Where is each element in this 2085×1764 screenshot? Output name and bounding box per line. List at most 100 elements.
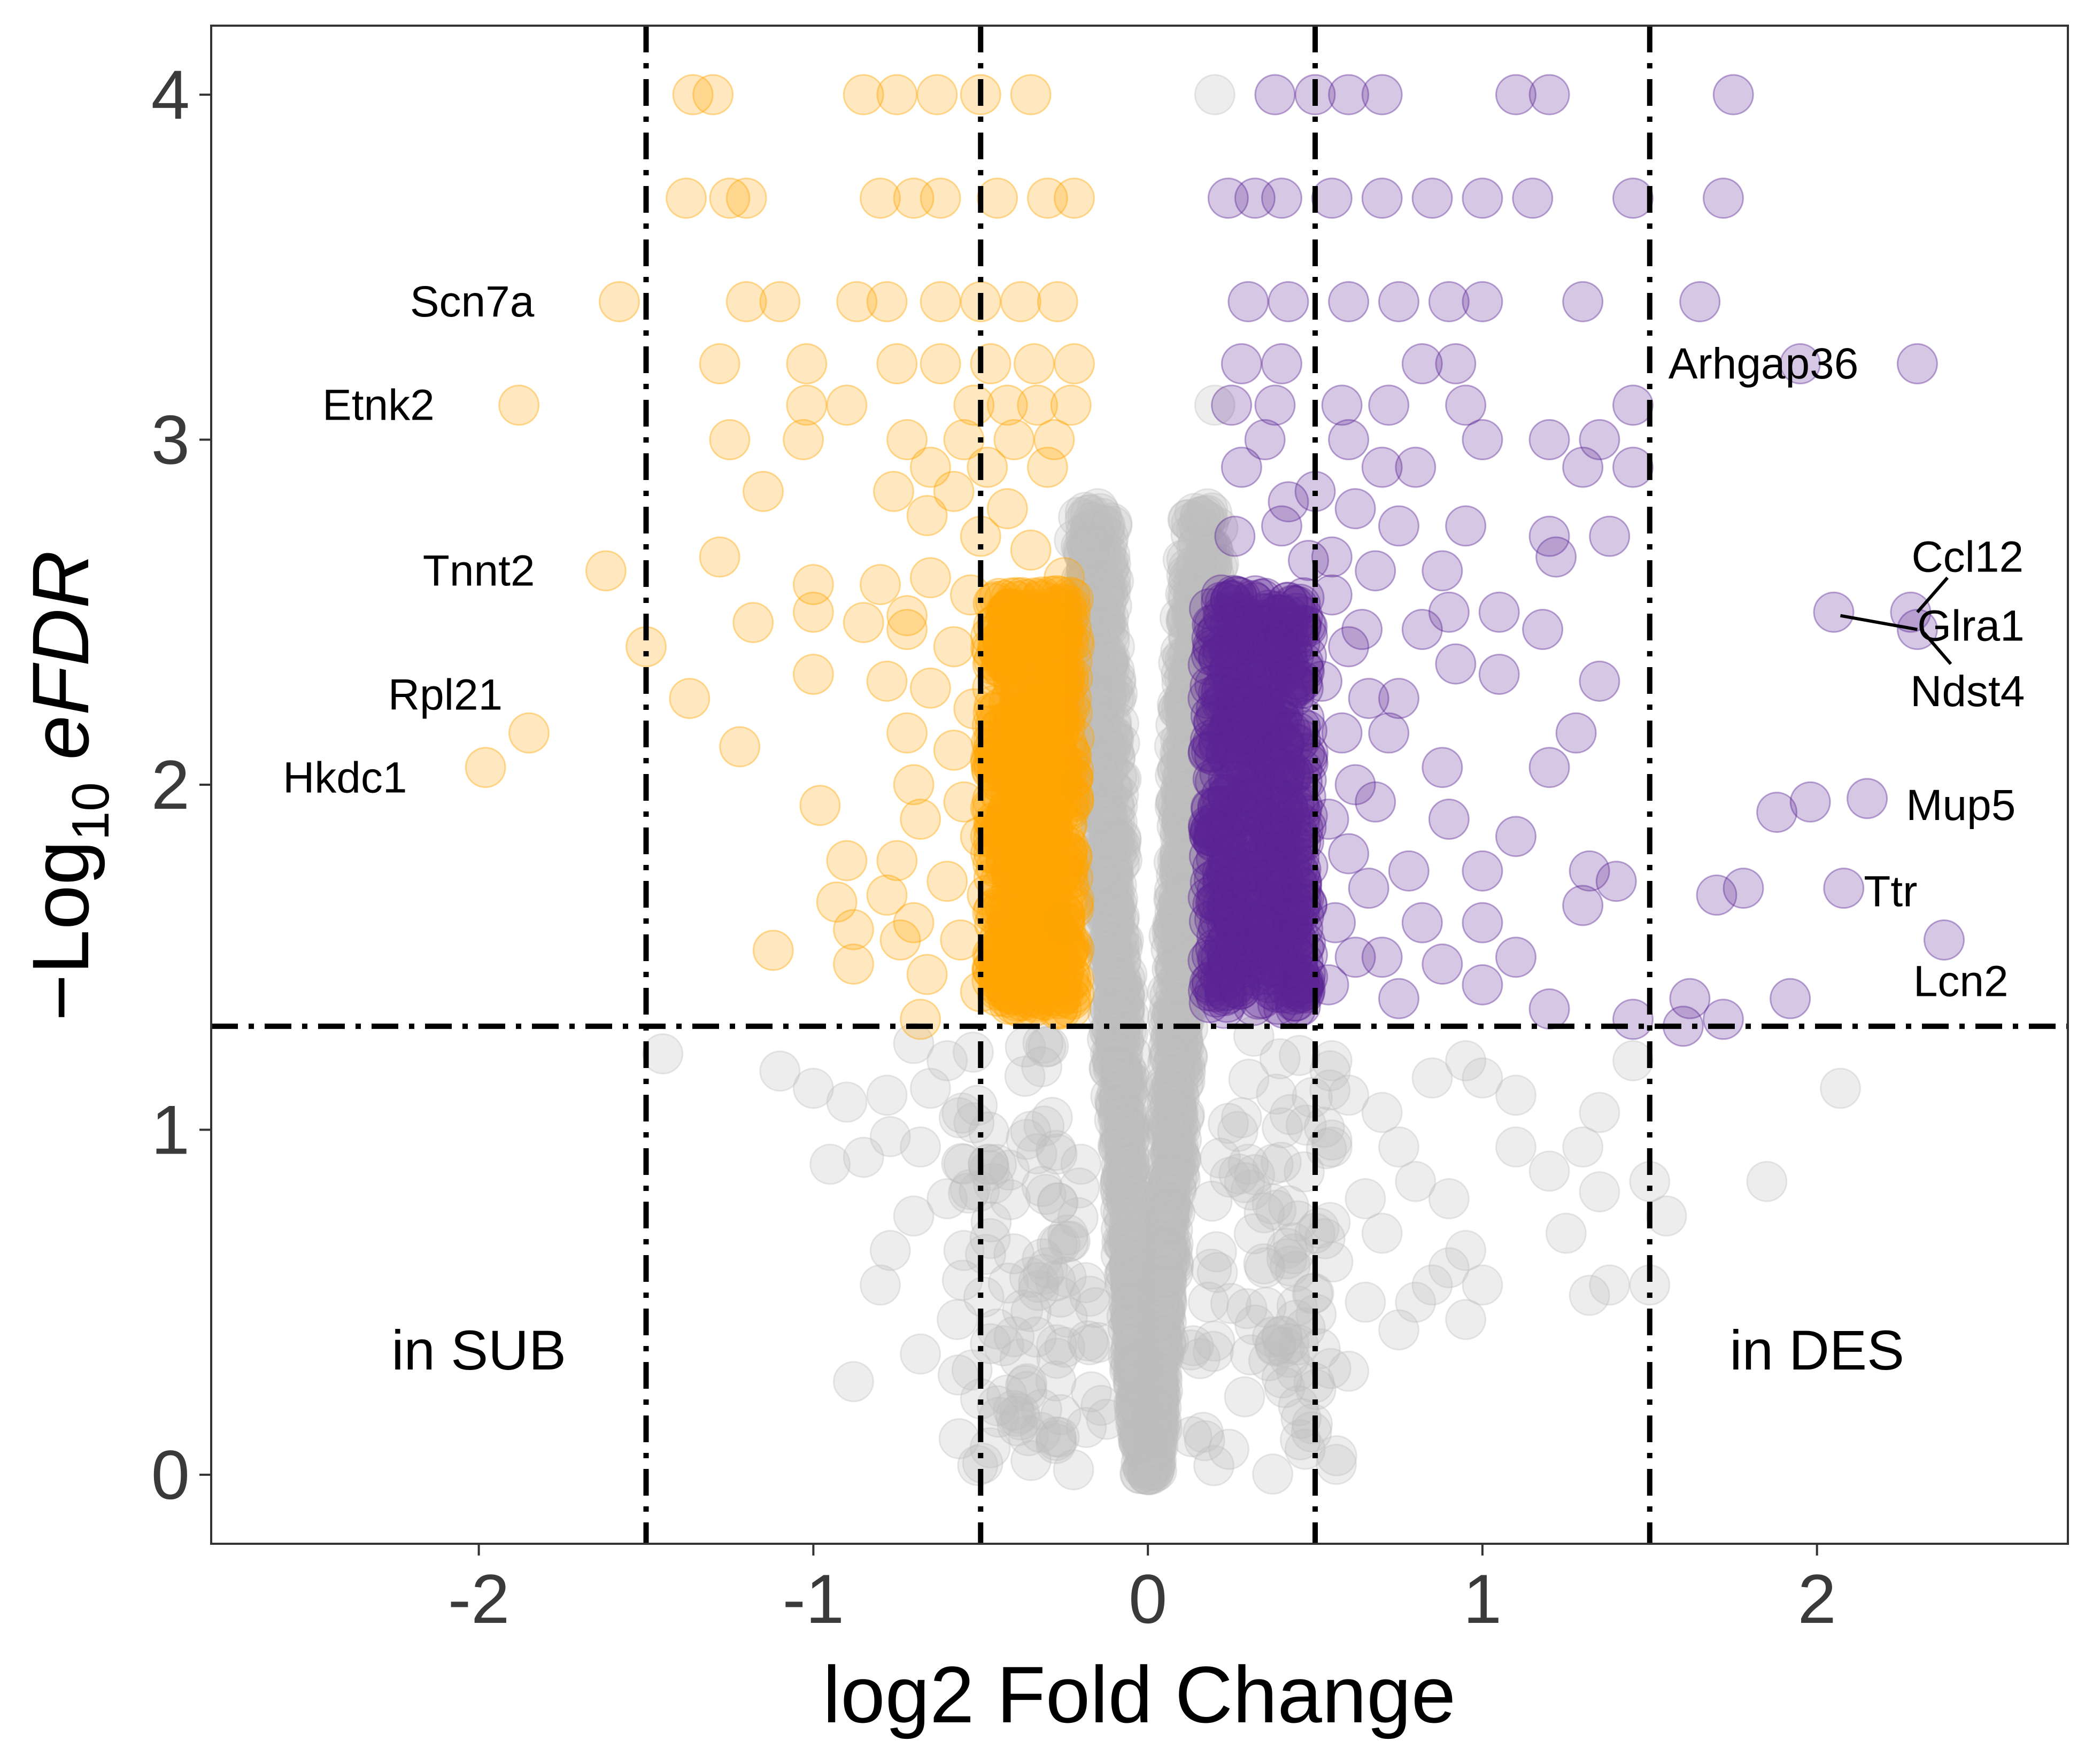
point-ns [1176, 863, 1217, 904]
point-ns [1067, 685, 1109, 727]
point-ns [1160, 631, 1202, 672]
point-ns [1092, 952, 1133, 994]
point-ns [1115, 1376, 1157, 1418]
point-ns [1155, 1012, 1196, 1054]
point-ns [1166, 724, 1208, 766]
point-ns [1166, 907, 1208, 949]
point-ns [1148, 1188, 1190, 1229]
point-ns [1149, 1133, 1191, 1174]
point-ns [1180, 496, 1222, 538]
point-ns [1106, 1077, 1147, 1118]
point-ns [1160, 771, 1201, 813]
point-up [1445, 505, 1487, 547]
point-ns [1148, 1321, 1190, 1363]
point-ns [1139, 1299, 1180, 1341]
point-ns [1061, 559, 1102, 601]
point-ns [1149, 1203, 1191, 1245]
point-ns [1109, 1243, 1151, 1285]
point-ns [1146, 1302, 1187, 1343]
point-ns [1087, 640, 1129, 682]
point-ns [1130, 1405, 1171, 1446]
point-ns [1224, 1376, 1265, 1418]
point-ns [1065, 520, 1107, 562]
point-ns [1155, 1133, 1196, 1175]
point-ns [1089, 535, 1131, 576]
point-ns [1142, 1331, 1184, 1373]
point-down [1053, 177, 1095, 219]
point-ns [1100, 958, 1141, 1000]
point-ns [1119, 1389, 1161, 1430]
point-ns [1182, 641, 1223, 683]
point-ns [1110, 1329, 1152, 1371]
point-ns [1134, 1314, 1176, 1356]
point-ns [1158, 1154, 1200, 1195]
point-ns [1131, 1389, 1173, 1431]
point-up [1227, 281, 1269, 322]
point-ns [1110, 1181, 1152, 1223]
point-ns [1021, 1046, 1063, 1088]
point-ns [1079, 705, 1121, 746]
point-down [843, 602, 884, 644]
point-ns [1109, 1104, 1150, 1146]
point-ns [1121, 1403, 1162, 1445]
point-ns [1158, 796, 1200, 838]
point-ns [1166, 598, 1208, 640]
point-ns [1114, 1280, 1155, 1322]
point-ns [1160, 1108, 1201, 1149]
point-ns [1082, 741, 1124, 783]
point-ns [1122, 1448, 1164, 1490]
point-ns [1136, 1401, 1178, 1442]
point-ns [1179, 739, 1221, 780]
point-ns [1169, 955, 1211, 997]
point-ns [1101, 1062, 1143, 1104]
point-ns [1118, 1339, 1160, 1380]
point-ns [1148, 1187, 1190, 1228]
point-ns [1083, 784, 1125, 826]
point-up [1462, 850, 1503, 892]
point-ns [1088, 597, 1130, 639]
point-up [1422, 943, 1463, 985]
point-ns [1092, 954, 1133, 995]
point-ns [1162, 539, 1204, 581]
point-up [1311, 574, 1353, 616]
point-ns [1158, 898, 1200, 940]
point-ns [1172, 573, 1214, 615]
point-ns [1074, 625, 1115, 667]
point-up [1528, 747, 1570, 788]
point-up [1254, 74, 1296, 115]
point-down [598, 281, 640, 322]
point-ns [1227, 1143, 1269, 1185]
point-ns [1076, 635, 1118, 676]
point-ns [1067, 632, 1109, 674]
point-ns [1165, 705, 1207, 746]
point-ns [943, 1143, 985, 1185]
point-up [1813, 591, 1855, 633]
point-ns [1142, 1188, 1184, 1230]
point-down [1044, 902, 1085, 943]
point-ns [1411, 1057, 1453, 1099]
point-ns [1117, 1254, 1159, 1296]
point-ns [1168, 709, 1210, 751]
point-ns [1132, 1432, 1174, 1474]
point-ns [1116, 1289, 1157, 1331]
point-ns [1108, 1150, 1149, 1192]
point-ns [1087, 901, 1129, 942]
point-ns [1108, 1106, 1150, 1148]
point-ns [1183, 749, 1225, 791]
x-tick-label: -1 [783, 1560, 845, 1638]
point-ns [1152, 1241, 1194, 1282]
point-ns [1094, 818, 1136, 860]
point-ns [1130, 1381, 1171, 1423]
point-ns [1154, 754, 1196, 796]
point-ns [1095, 1023, 1137, 1064]
point-ns [1077, 686, 1118, 728]
point-ns [1156, 1036, 1198, 1078]
point-ns [1167, 775, 1209, 817]
point-ns [1819, 1067, 1861, 1109]
point-ns [1194, 74, 1235, 115]
point-up [1823, 868, 1865, 909]
point-ns [1169, 865, 1210, 907]
point-ns [1188, 549, 1230, 591]
point-ns [1069, 670, 1111, 712]
